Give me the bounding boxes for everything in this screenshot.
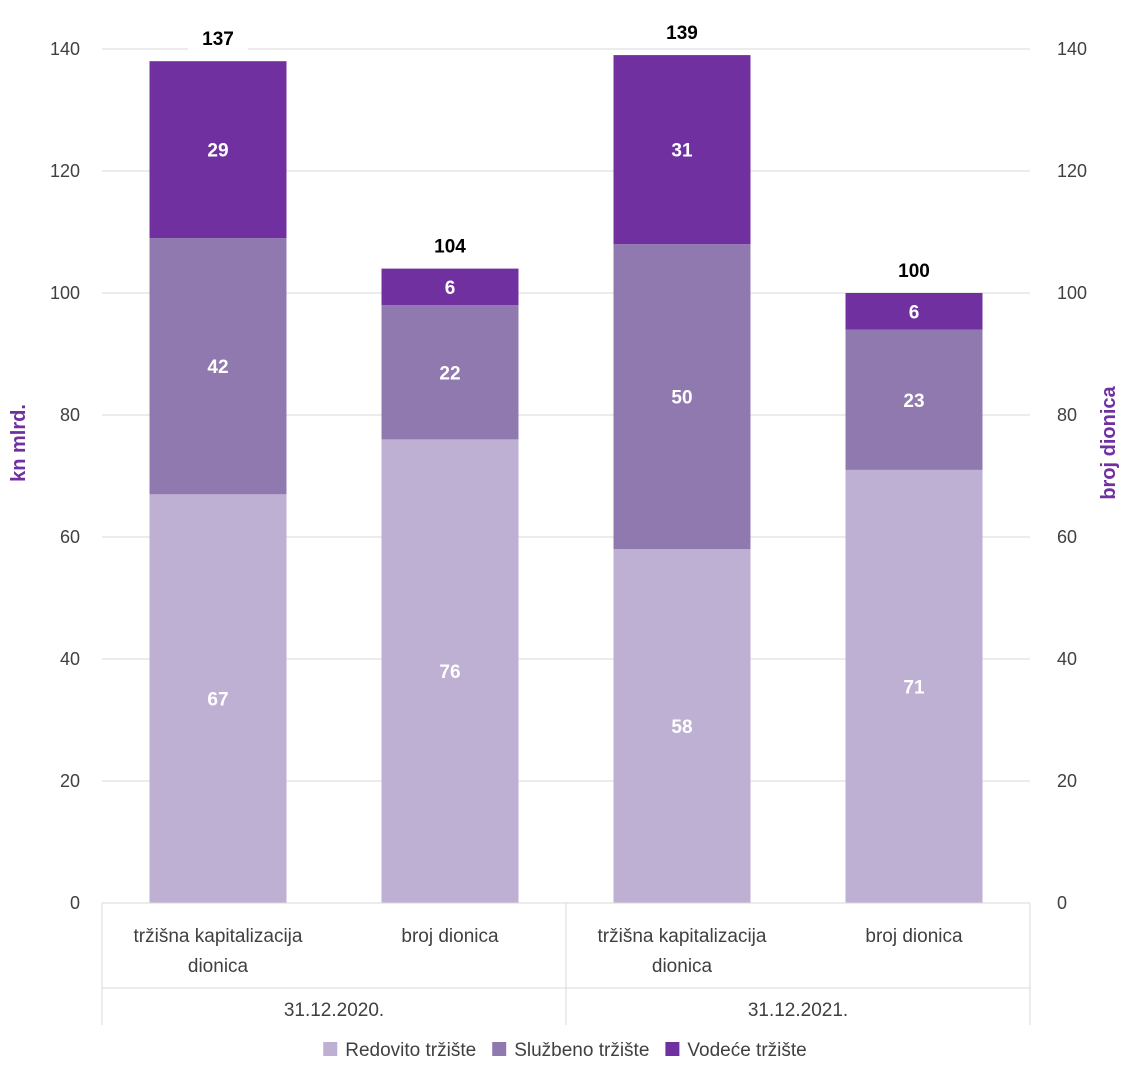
bar-segment — [613, 549, 751, 903]
bar-segment — [613, 55, 751, 245]
bar-segment — [149, 61, 287, 239]
legend-label: Vodeće tržište — [687, 1040, 806, 1061]
total-label-bg — [188, 26, 248, 53]
y2-tick-label: 80 — [1057, 405, 1077, 425]
y2-tick-label: 40 — [1057, 649, 1077, 669]
y2-axis-title: broj dionica — [1098, 385, 1120, 499]
data-label: 23 — [903, 391, 924, 412]
category-label: tržišna kapitalizacija — [134, 926, 303, 947]
data-label: 58 — [671, 717, 692, 738]
legend-swatch — [492, 1042, 507, 1056]
category-label: dionica — [652, 956, 713, 977]
data-label: 71 — [903, 677, 925, 698]
bar-segment — [149, 238, 287, 495]
y-tick-label: 60 — [60, 527, 80, 547]
bar-segment — [845, 469, 983, 903]
bar-segment — [845, 293, 983, 330]
data-label: 42 — [207, 357, 228, 378]
y2-tick-label: 100 — [1057, 283, 1087, 303]
y-tick-label: 140 — [50, 39, 80, 59]
bar-segment — [845, 329, 983, 470]
y-tick-label: 20 — [60, 771, 80, 791]
bar-segment — [381, 439, 519, 903]
data-label: 6 — [445, 278, 456, 299]
total-label: 100 — [898, 261, 930, 282]
y2-tick-label: 60 — [1057, 527, 1077, 547]
data-label: 76 — [439, 662, 460, 683]
data-label: 31 — [671, 141, 693, 162]
category-label: broj dionica — [401, 926, 499, 947]
bar-segment — [613, 244, 751, 550]
total-label-bg — [420, 233, 480, 260]
total-label-bg — [884, 258, 944, 284]
y-tick-label: 100 — [50, 283, 80, 303]
y-axis-title: kn mlrd. — [8, 404, 30, 482]
y2-tick-label: 20 — [1057, 771, 1077, 791]
group-label: 31.12.2020. — [284, 1000, 384, 1021]
y2-tick-label: 0 — [1057, 893, 1067, 913]
bar-segment — [381, 305, 519, 440]
bar-segment — [381, 268, 519, 306]
data-label: 29 — [207, 141, 228, 162]
legend-label: Službeno tržište — [514, 1040, 649, 1061]
data-label: 6 — [909, 302, 920, 323]
category-label: broj dionica — [865, 926, 963, 947]
total-label: 137 — [202, 29, 234, 50]
category-label: tržišna kapitalizacija — [598, 926, 767, 947]
data-label: 22 — [439, 363, 460, 384]
y2-tick-label: 120 — [1057, 161, 1087, 181]
bar-segment — [149, 494, 287, 903]
y-tick-label: 0 — [70, 893, 80, 913]
data-label: 67 — [207, 690, 228, 711]
total-label: 139 — [666, 23, 698, 44]
y-tick-label: 120 — [50, 161, 80, 181]
y-tick-label: 40 — [60, 649, 80, 669]
total-label-bg — [652, 20, 712, 47]
y-tick-label: 80 — [60, 405, 80, 425]
legend-label: Redovito tržište — [345, 1040, 476, 1061]
category-label: dionica — [188, 956, 249, 977]
group-label: 31.12.2021. — [748, 1000, 848, 1021]
data-label: 50 — [671, 388, 692, 409]
legend-swatch — [665, 1042, 680, 1056]
legend-swatch — [323, 1042, 338, 1056]
y2-tick-label: 140 — [1057, 39, 1087, 59]
total-label: 104 — [434, 237, 466, 258]
